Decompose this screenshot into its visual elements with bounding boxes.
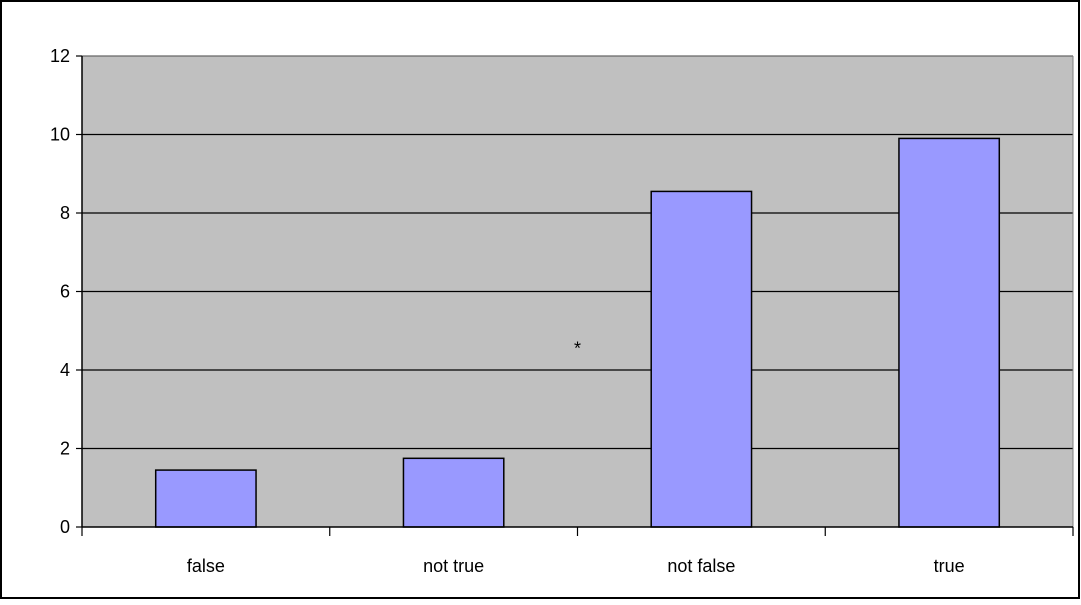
- x-tick-label: false: [187, 556, 225, 576]
- bar: [154, 469, 257, 528]
- y-tick-label: 10: [50, 125, 70, 145]
- bars: [154, 137, 1001, 528]
- y-tick-label: 6: [60, 282, 70, 302]
- y-tick-label: 0: [60, 517, 70, 537]
- x-tick-label: not true: [423, 556, 484, 576]
- y-tick-label: 12: [50, 46, 70, 66]
- bar: [898, 137, 1001, 528]
- x-tick-label: not false: [667, 556, 735, 576]
- axes: [76, 55, 1074, 536]
- y-tick-label: 8: [60, 203, 70, 223]
- y-tick-label: 4: [60, 360, 70, 380]
- y-tick-label: 2: [60, 439, 70, 459]
- bar: [402, 457, 505, 528]
- labels: 0 2 4 6 8 10 12 false not true not false true *: [50, 46, 965, 576]
- x-tick-label: true: [934, 556, 965, 576]
- bar: [650, 190, 753, 528]
- significance-annotation: *: [574, 338, 581, 358]
